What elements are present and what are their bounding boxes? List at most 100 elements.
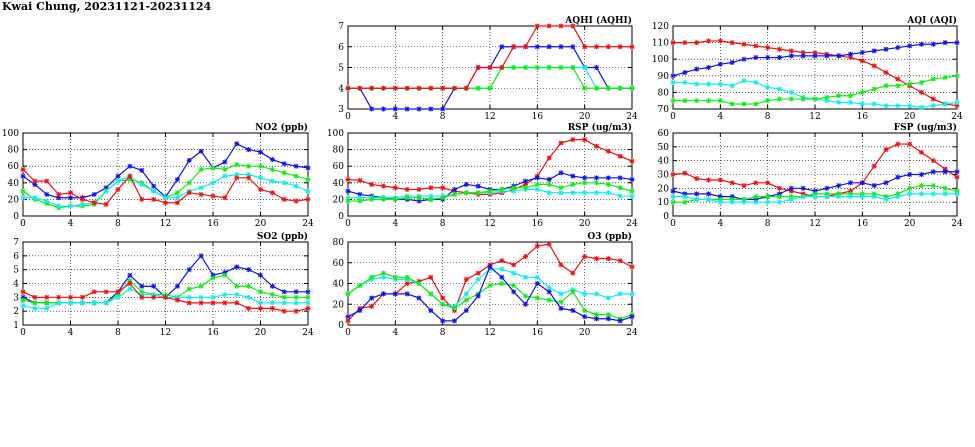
data-point xyxy=(954,174,960,180)
data-point xyxy=(694,66,700,72)
series-line xyxy=(347,243,633,322)
data-point xyxy=(582,44,588,50)
y-tick-label: 40 xyxy=(333,280,345,290)
y-tick-label: 40 xyxy=(333,179,345,189)
data-point xyxy=(381,196,386,202)
data-point xyxy=(222,159,228,165)
data-point xyxy=(20,294,26,300)
data-point xyxy=(570,65,576,70)
data-point xyxy=(824,185,830,191)
data-point xyxy=(871,63,877,69)
data-point xyxy=(523,181,528,187)
data-point xyxy=(895,45,901,51)
data-point xyxy=(907,191,913,197)
data-point xyxy=(570,23,576,29)
series-line xyxy=(673,80,958,108)
y-tick-label: 80 xyxy=(333,146,345,156)
data-point xyxy=(546,176,552,182)
data-point xyxy=(617,291,623,297)
data-point xyxy=(546,285,552,291)
y-tick-label: 60 xyxy=(333,259,345,269)
data-point xyxy=(139,196,145,202)
data-point xyxy=(198,191,204,197)
data-point xyxy=(198,148,204,154)
y-tick-label: 20 xyxy=(333,300,345,310)
x-tick-label: 0 xyxy=(20,328,26,338)
data-point xyxy=(210,180,216,186)
data-point xyxy=(56,203,62,209)
data-point xyxy=(56,294,62,300)
data-point xyxy=(198,294,204,300)
data-point xyxy=(151,283,157,289)
data-point xyxy=(127,176,133,182)
data-point xyxy=(765,84,771,90)
data-point xyxy=(558,140,564,146)
data-point xyxy=(753,101,759,107)
data-point xyxy=(440,295,446,301)
data-point xyxy=(416,295,422,301)
x-tick-label: 4 xyxy=(392,328,398,338)
data-point xyxy=(127,163,133,169)
data-point xyxy=(428,196,434,202)
data-point xyxy=(930,191,936,197)
data-point xyxy=(895,103,901,109)
y-tick-label: 5 xyxy=(338,64,344,74)
y-tick-label: 0 xyxy=(338,212,344,222)
data-point xyxy=(440,301,446,307)
data-point xyxy=(174,195,180,201)
data-point xyxy=(629,188,635,194)
data-point xyxy=(198,300,204,306)
data-point xyxy=(729,101,735,107)
data-point xyxy=(428,193,434,199)
data-point xyxy=(258,305,263,311)
data-point xyxy=(139,181,145,187)
data-point xyxy=(605,316,611,322)
data-point xyxy=(788,48,794,54)
data-point xyxy=(895,194,901,200)
data-point xyxy=(546,155,552,161)
x-tick-label: 4 xyxy=(717,112,723,122)
data-point xyxy=(930,158,936,164)
data-point xyxy=(163,294,168,300)
data-point xyxy=(222,167,228,173)
y-tick-label: 0 xyxy=(338,321,344,331)
data-point xyxy=(594,44,599,50)
data-point xyxy=(694,40,700,46)
x-tick-label: 16 xyxy=(857,112,869,122)
data-point xyxy=(305,305,311,311)
data-point xyxy=(269,157,275,163)
data-point xyxy=(269,190,275,196)
data-point xyxy=(163,195,168,201)
x-tick-label: 20 xyxy=(579,328,591,338)
y-tick-label: 3 xyxy=(338,105,344,115)
data-point xyxy=(32,195,38,201)
data-point xyxy=(392,185,398,191)
chart-rsp: RSP (ug/m3) 0 4 8 12 16 20 24 0 20 40 60 80 100 xyxy=(327,122,638,229)
data-point xyxy=(617,258,623,264)
data-point xyxy=(919,172,924,177)
data-point xyxy=(753,199,759,205)
data-point xyxy=(68,190,73,196)
data-point xyxy=(570,289,576,295)
data-point xyxy=(682,98,688,104)
data-point xyxy=(246,283,252,289)
data-point xyxy=(871,183,877,189)
y-tick-label: 7 xyxy=(338,22,344,32)
data-point xyxy=(293,289,299,295)
data-point xyxy=(416,186,422,192)
data-point xyxy=(682,170,688,176)
data-point xyxy=(345,318,351,324)
data-point xyxy=(895,141,901,147)
x-tick-label: 24 xyxy=(302,328,314,338)
data-point xyxy=(305,176,311,182)
data-point xyxy=(151,292,157,298)
y-tick-label: 80 xyxy=(8,146,20,156)
data-point xyxy=(812,96,818,102)
data-point xyxy=(848,93,853,99)
data-point xyxy=(404,106,410,112)
data-point xyxy=(753,79,759,85)
data-point xyxy=(777,194,782,200)
data-point xyxy=(463,291,469,297)
data-point xyxy=(765,180,771,186)
data-point xyxy=(930,103,936,109)
